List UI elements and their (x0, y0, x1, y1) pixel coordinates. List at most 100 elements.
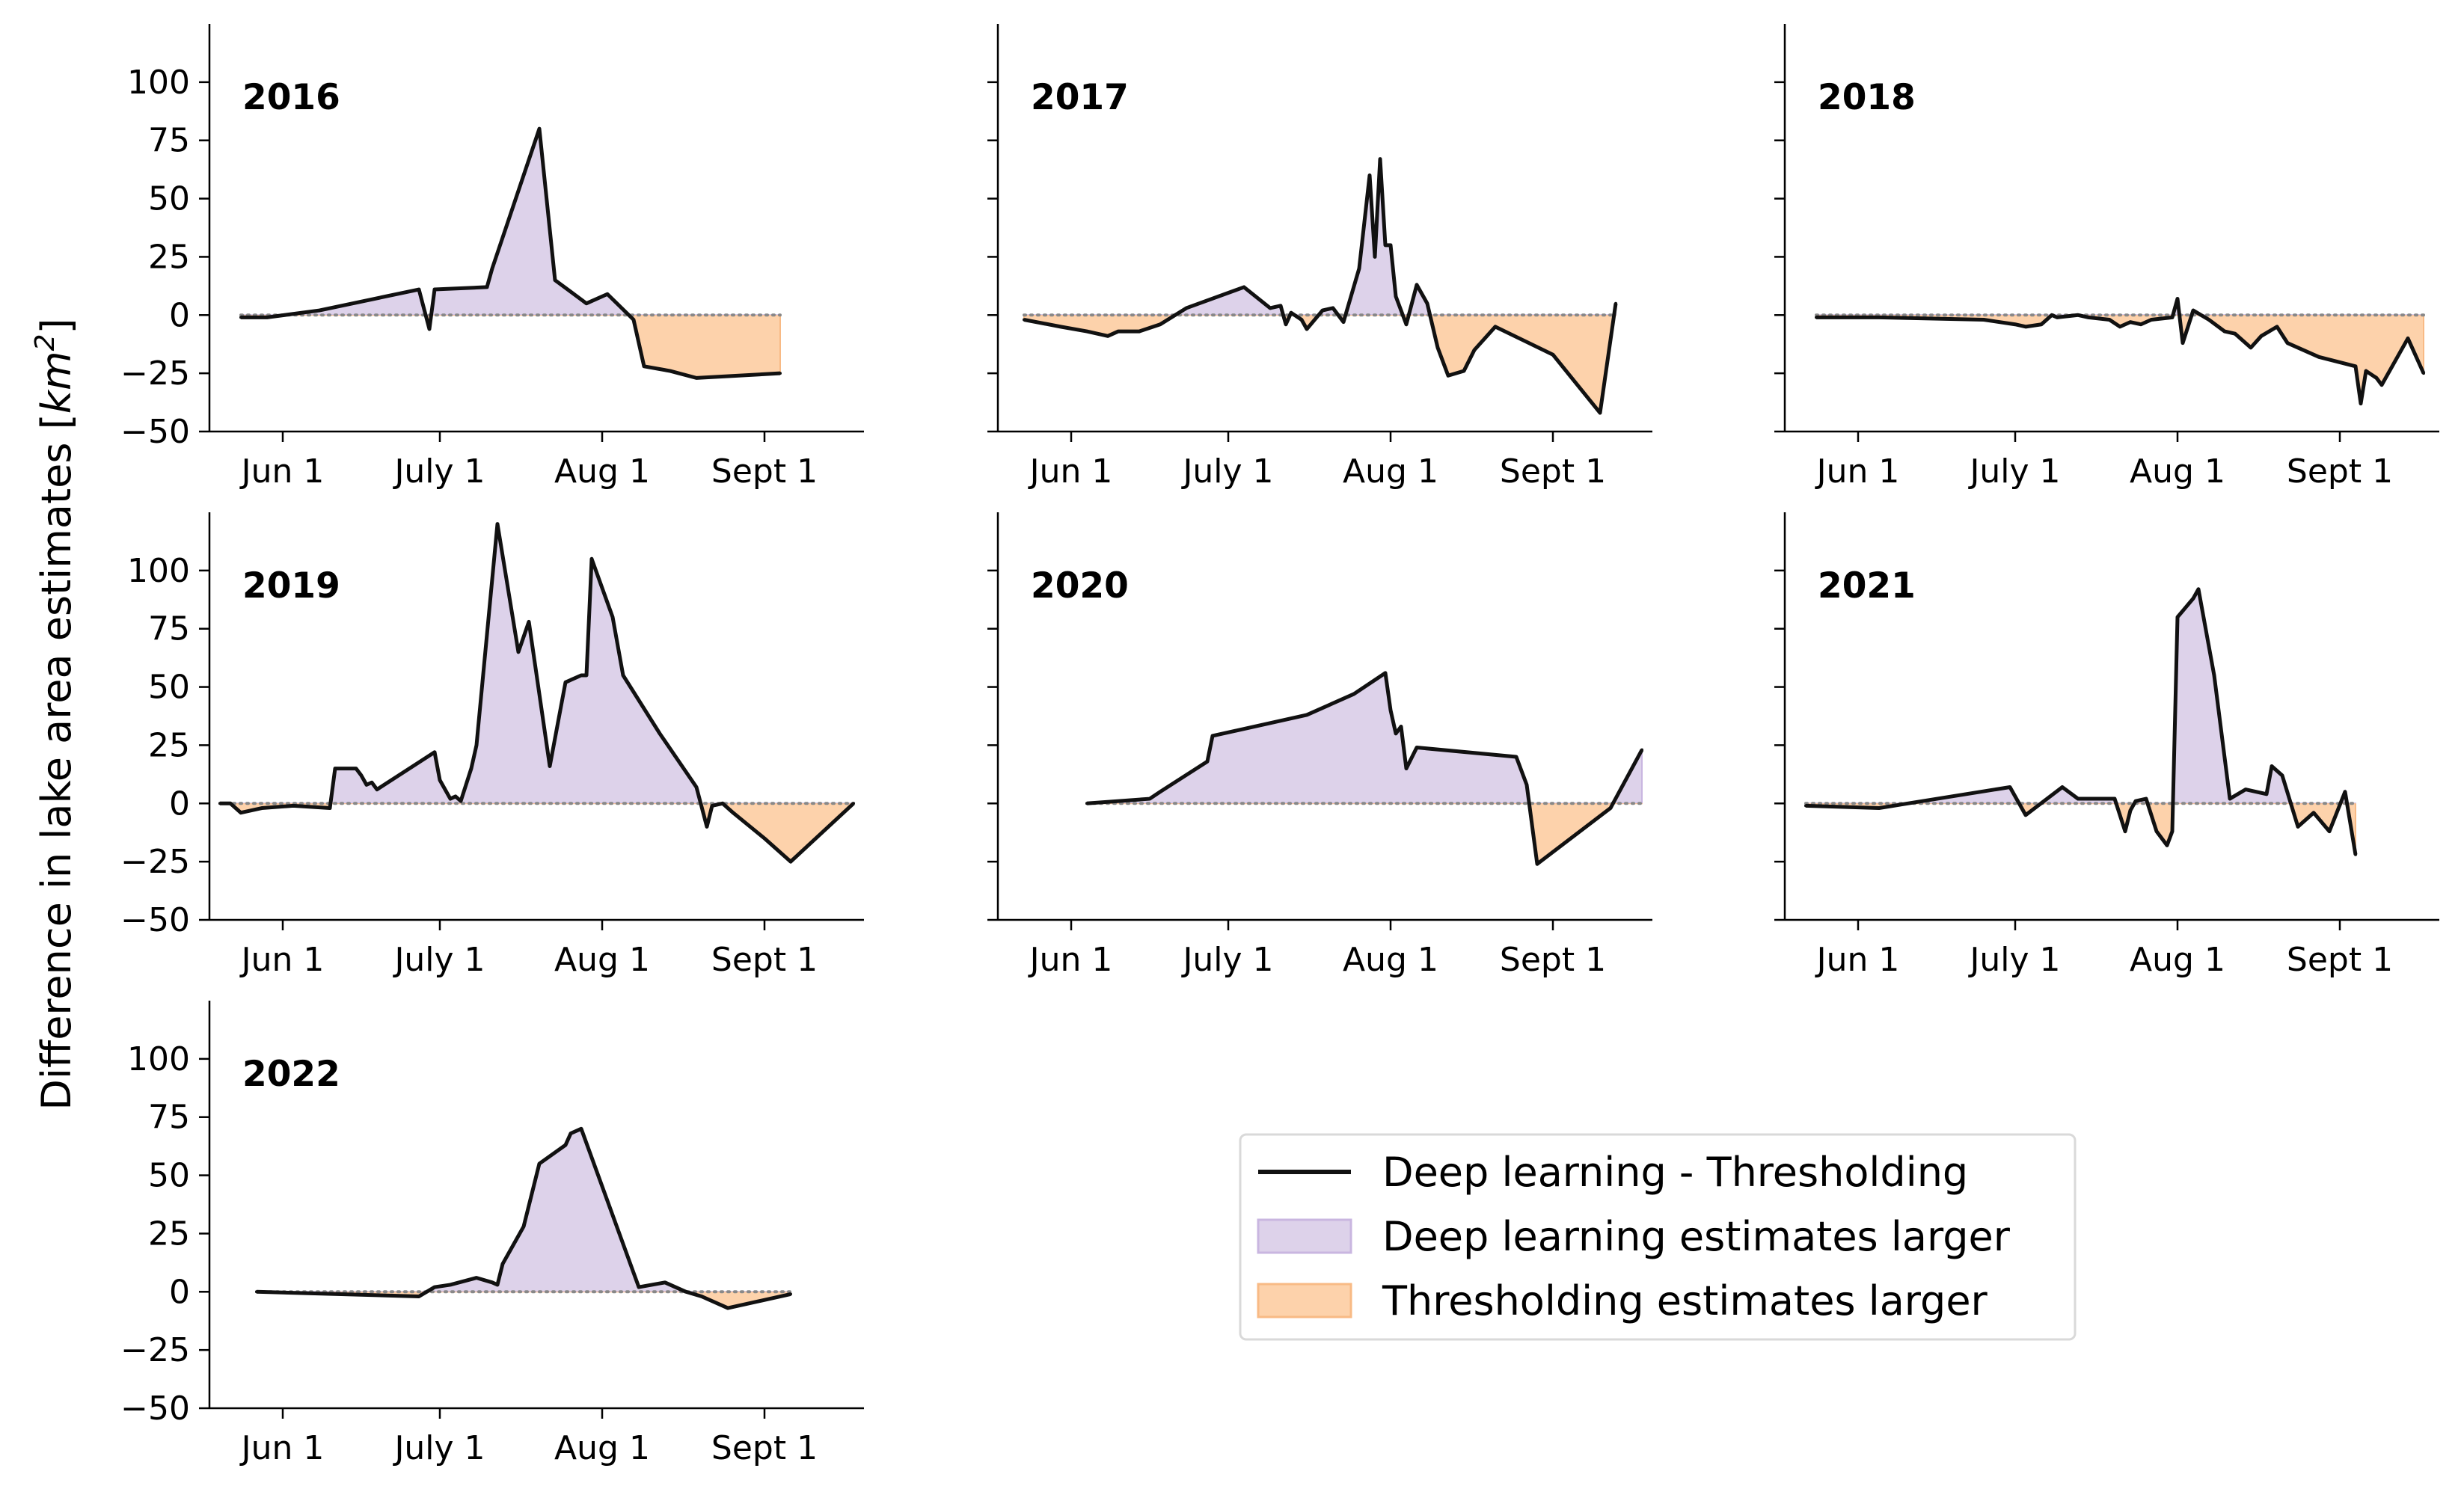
x-tick-label-2016-3: Sept 1 (711, 452, 818, 491)
panel-title-2020: 2020 (1031, 565, 1129, 607)
data-point-2016-8 (538, 127, 541, 131)
data-point-2017-25 (1405, 322, 1408, 326)
data-point-2021-6 (2113, 797, 2116, 801)
data-point-2018-23 (2260, 334, 2263, 338)
legend: Deep learning - Thresholding Deep learnin… (1239, 1133, 2077, 1341)
data-point-2017-22 (1384, 243, 1387, 247)
data-point-2021-26 (2344, 790, 2347, 793)
data-point-2020-4 (1211, 734, 1214, 737)
x-tick-label-2019-0: Jun 1 (239, 941, 325, 979)
y-tick-label-2016-6: 100 (127, 64, 190, 102)
data-point-2022-7 (501, 1262, 504, 1265)
data-point-2017-35 (1614, 301, 1617, 305)
data-point-2018-10 (2108, 318, 2111, 322)
data-point-2017-27 (1426, 301, 1429, 305)
data-point-2020-14 (1525, 783, 1528, 787)
data-point-2021-25 (2328, 829, 2331, 833)
data-point-2017-7 (1185, 306, 1188, 310)
data-point-2018-19 (2207, 318, 2210, 322)
x-tick-label-2019-1: July 1 (392, 941, 485, 979)
data-point-2020-9 (1394, 731, 1397, 735)
y-tick-label-2019-0: −50 (120, 901, 190, 939)
legend-label-line: Deep learning - Thresholding (1382, 1149, 1968, 1196)
legend-swatch-negative (1257, 1283, 1352, 1318)
data-point-2022-14 (663, 1280, 666, 1284)
data-point-2019-32 (711, 804, 714, 808)
data-point-2017-31 (1473, 349, 1476, 351)
data-point-2019-13 (438, 779, 441, 782)
data-point-2018-22 (2249, 346, 2252, 349)
data-point-2016-2 (318, 309, 321, 313)
data-point-2019-0 (218, 802, 221, 805)
data-point-2019-36 (789, 860, 792, 864)
data-point-2016-12 (632, 318, 635, 322)
data-point-2021-7 (2124, 829, 2127, 833)
data-point-2021-8 (2129, 808, 2132, 812)
data-point-2021-20 (2265, 792, 2268, 796)
data-point-2019-10 (370, 781, 373, 785)
data-point-2018-32 (2406, 337, 2409, 340)
data-point-2018-16 (2176, 297, 2179, 301)
data-point-2016-4 (428, 327, 431, 331)
data-point-2021-22 (2281, 773, 2284, 777)
data-point-2017-18 (1358, 267, 1361, 270)
data-point-2022-5 (491, 1280, 494, 1284)
data-point-2020-7 (1384, 671, 1387, 675)
subplot-2018: Jun 1 July 1 Aug 1 Sept 1 2018 (1774, 24, 2439, 491)
x-tick-label-2020-3: Sept 1 (1500, 941, 1606, 979)
panel-title-2018: 2018 (1818, 77, 1916, 118)
subplot-2022: −50 −25 0 25 50 75 100 Jun 1 July 1 Aug 1 Sept 1 20… (120, 1001, 864, 1467)
data-point-2019-22 (548, 764, 551, 768)
difference-line-2020 (1086, 671, 1644, 866)
data-point-2019-8 (360, 773, 363, 777)
data-point-2021-19 (2244, 788, 2247, 791)
data-point-2019-12 (433, 750, 436, 754)
y-axis-label-text: Difference in lake area estimates [ (33, 414, 80, 1110)
panel-title-2016: 2016 (242, 77, 340, 118)
y-tick-label-2022-3: 25 (148, 1215, 190, 1253)
data-point-2020-11 (1405, 767, 1408, 770)
data-point-2016-9 (554, 278, 557, 282)
data-point-2017-2 (1085, 330, 1088, 334)
y-tick-label-2019-3: 25 (148, 726, 190, 764)
subplot-2017: Jun 1 July 1 Aug 1 Sept 1 2017 (987, 24, 1652, 491)
data-point-2020-5 (1305, 713, 1308, 716)
data-point-2021-12 (2166, 844, 2169, 847)
data-point-2019-15 (454, 794, 457, 798)
data-point-2017-9 (1269, 306, 1272, 310)
legend-label-positive: Deep learning estimates larger (1382, 1213, 2011, 1260)
data-point-2021-13 (2171, 829, 2174, 833)
data-point-2019-18 (475, 743, 478, 747)
data-point-2019-31 (705, 825, 708, 829)
data-point-2020-16 (1609, 806, 1612, 810)
y-tick-label-2019-4: 50 (148, 669, 190, 707)
x-tick-label-2016-0: Jun 1 (239, 452, 325, 491)
data-point-2022-11 (569, 1132, 572, 1135)
data-point-2020-10 (1400, 725, 1403, 728)
data-point-2019-11 (376, 788, 379, 791)
data-point-2018-21 (2234, 332, 2237, 336)
data-point-2021-15 (2192, 597, 2195, 601)
x-tick-label-2021-3: Sept 1 (2287, 941, 2393, 979)
data-point-2017-17 (1342, 320, 1345, 324)
x-tick-label-2020-1: July 1 (1180, 941, 1273, 979)
data-point-2019-24 (580, 674, 583, 677)
data-point-2017-10 (1279, 304, 1282, 307)
x-tick-label-2019-2: Aug 1 (554, 941, 650, 979)
data-point-2018-11 (2118, 325, 2121, 328)
data-point-2018-33 (2422, 372, 2425, 375)
data-point-2019-29 (658, 731, 661, 735)
data-point-2022-18 (789, 1292, 792, 1296)
x-tick-label-2017-2: Aug 1 (1343, 452, 1438, 491)
data-point-2018-15 (2171, 316, 2174, 319)
data-point-2016-11 (606, 292, 609, 296)
data-point-2017-5 (1138, 330, 1141, 334)
data-point-2016-16 (779, 372, 782, 375)
data-point-2018-30 (2375, 376, 2378, 380)
data-point-2017-15 (1321, 309, 1324, 313)
data-point-2018-7 (2056, 316, 2059, 319)
x-tick-label-2017-0: Jun 1 (1028, 452, 1113, 491)
data-point-2021-24 (2312, 811, 2315, 814)
positive-area-2022 (257, 1127, 791, 1292)
legend-label-negative: Thresholding estimates larger (1382, 1277, 1988, 1324)
